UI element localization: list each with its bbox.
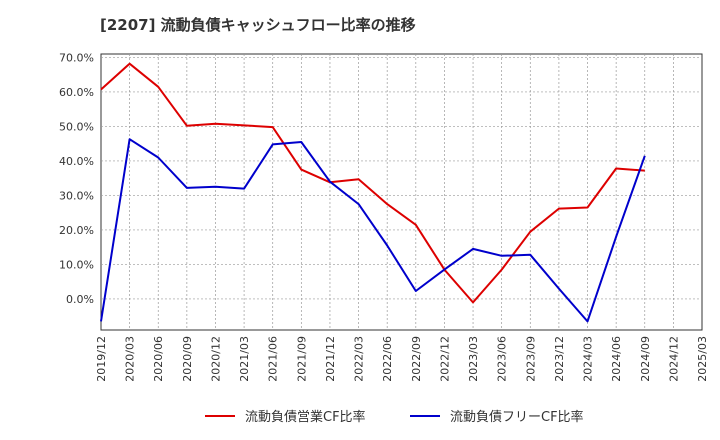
x-tick-label: 2023/06 [496,336,509,382]
y-tick-label: 50.0% [59,120,94,133]
x-tick-label: 2024/03 [582,336,595,382]
series-line-1 [100,62,645,304]
plot-area [100,53,703,331]
x-tick-label: 2020/06 [152,336,165,382]
x-tick-label: 2024/06 [610,336,623,382]
x-tick-label: 2024/09 [639,336,652,382]
x-tick-label: 2021/06 [267,336,280,382]
x-tick-label: 2023/12 [553,336,566,382]
legend-label-1: 流動負債営業CF比率 [245,409,366,425]
x-tick-label: 2019/12 [95,336,108,382]
legend-label-2: 流動負債フリーCF比率 [450,409,584,425]
chart-title: [2207] 流動負債キャッシュフロー比率の推移 [100,16,416,34]
x-tick-label: 2020/03 [124,336,137,382]
x-tick-label: 2020/09 [181,336,194,382]
x-tick-label: 2023/09 [524,336,537,382]
y-tick-label: 40.0% [59,155,94,168]
x-tick-label: 2024/12 [667,336,680,382]
x-tick-label: 2022/09 [410,336,423,382]
y-tick-label: 30.0% [59,189,94,202]
x-tick-label: 2021/03 [238,336,251,382]
x-tick-label: 2020/12 [209,336,222,382]
y-tick-label: 0.0% [66,293,94,306]
x-tick-label: 2025/03 [696,336,709,382]
x-tick-label: 2023/03 [467,336,480,382]
x-tick-label: 2021/09 [295,336,308,382]
x-tick-label: 2022/06 [381,336,394,382]
x-tick-label: 2022/03 [353,336,366,382]
series-line-2 [100,138,646,323]
x-tick-label: 2021/12 [324,336,337,382]
x-tick-label: 2022/12 [438,336,451,382]
y-tick-label: 10.0% [59,258,94,271]
y-tick-label: 20.0% [59,224,94,237]
y-tick-label: 60.0% [59,86,94,99]
y-tick-label: 70.0% [59,51,94,64]
